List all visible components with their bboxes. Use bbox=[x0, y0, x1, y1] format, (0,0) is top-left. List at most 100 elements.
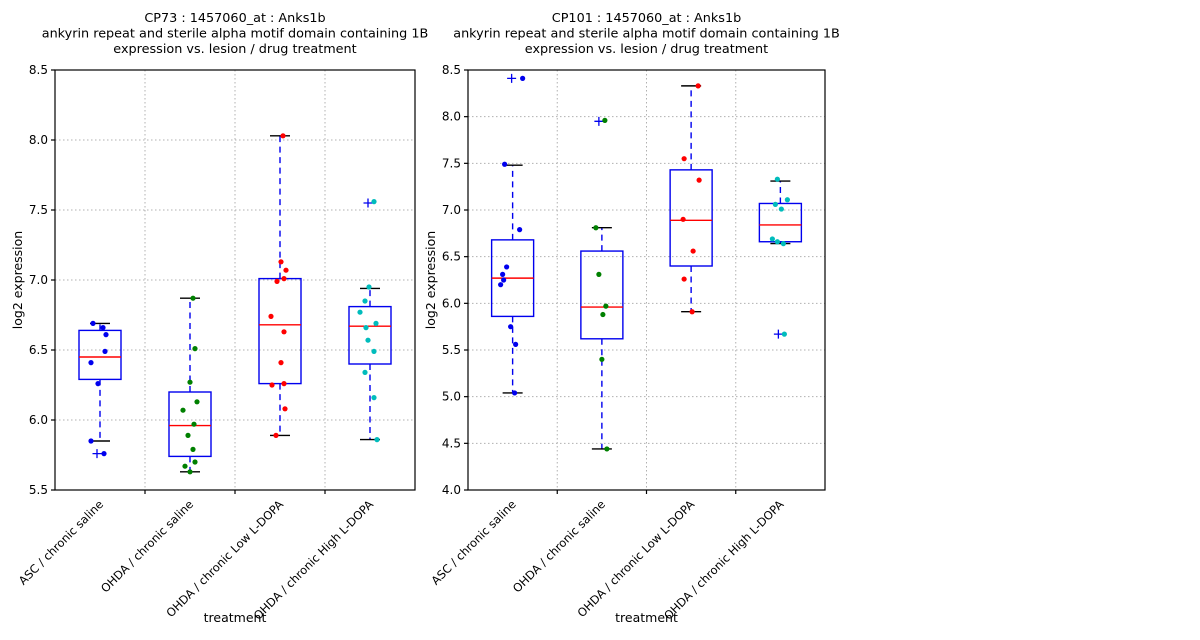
data-point bbox=[357, 309, 363, 315]
data-point bbox=[100, 325, 106, 331]
data-point bbox=[281, 381, 287, 387]
y-tick-label: 8.5 bbox=[442, 63, 461, 77]
data-point bbox=[681, 276, 687, 282]
data-point bbox=[780, 241, 786, 247]
data-point bbox=[278, 259, 284, 265]
data-point bbox=[90, 320, 96, 326]
data-point bbox=[187, 379, 193, 385]
y-axis-label: log2 expression bbox=[423, 231, 438, 329]
data-point bbox=[283, 267, 289, 273]
data-point bbox=[498, 282, 504, 288]
plot-title-line: CP101 : 1457060_at : Anks1b bbox=[552, 11, 741, 26]
data-point bbox=[517, 227, 523, 233]
x-category-label: OHDA / chronic saline bbox=[98, 497, 196, 595]
data-point bbox=[194, 399, 200, 405]
data-point bbox=[599, 356, 605, 362]
y-tick-label: 8.0 bbox=[442, 110, 461, 124]
data-point bbox=[180, 407, 186, 413]
x-category-label: OHDA / chronic saline bbox=[510, 497, 608, 595]
plot-title-line: CP73 : 1457060_at : Anks1b bbox=[144, 11, 325, 26]
x-category-label: ASC / chronic saline bbox=[428, 497, 518, 587]
y-tick-label: 6.0 bbox=[29, 413, 48, 427]
x-category-label: ASC / chronic saline bbox=[16, 497, 106, 587]
data-point bbox=[695, 83, 701, 89]
data-point bbox=[371, 395, 377, 401]
data-point bbox=[88, 360, 94, 366]
y-tick-label: 7.0 bbox=[442, 203, 461, 217]
box-rect bbox=[669, 169, 713, 267]
data-point bbox=[774, 176, 780, 182]
x-axis-label: treatment bbox=[615, 610, 678, 625]
y-tick-label: 6.5 bbox=[29, 343, 48, 357]
data-point bbox=[769, 236, 775, 242]
data-point bbox=[192, 459, 198, 465]
data-point bbox=[512, 390, 518, 396]
plot-title-line: ankyrin repeat and sterile alpha motif d… bbox=[453, 27, 840, 42]
data-point bbox=[191, 421, 197, 427]
box-rect bbox=[580, 250, 624, 340]
data-point bbox=[501, 277, 507, 283]
data-point bbox=[268, 313, 274, 319]
data-point bbox=[187, 469, 193, 475]
plot-title-line: expression vs. lesion / drug treatment bbox=[113, 42, 356, 57]
data-point bbox=[604, 446, 610, 452]
data-point bbox=[281, 276, 287, 282]
data-point bbox=[600, 311, 606, 318]
data-point bbox=[185, 432, 191, 438]
data-point bbox=[508, 324, 514, 330]
plot-title-line: expression vs. lesion / drug treatment bbox=[525, 42, 768, 57]
data-point bbox=[362, 298, 368, 304]
data-point bbox=[774, 239, 780, 245]
data-point bbox=[95, 381, 101, 387]
plot-title-line: ankyrin repeat and sterile alpha motif d… bbox=[42, 27, 429, 42]
data-point bbox=[500, 271, 506, 277]
data-point bbox=[784, 197, 790, 203]
y-tick-label: 5.0 bbox=[442, 390, 461, 404]
axes-frame bbox=[467, 69, 826, 491]
data-point bbox=[690, 248, 696, 254]
y-tick-label: 7.0 bbox=[29, 273, 48, 287]
data-point bbox=[603, 303, 609, 309]
data-point bbox=[778, 206, 784, 212]
data-point bbox=[365, 337, 371, 343]
flier-marker bbox=[363, 198, 373, 208]
x-axis-label: treatment bbox=[204, 610, 267, 625]
data-point bbox=[696, 177, 702, 183]
data-point bbox=[362, 369, 368, 375]
data-point bbox=[513, 341, 519, 347]
y-tick-label: 5.5 bbox=[442, 343, 461, 357]
y-tick-label: 8.0 bbox=[29, 133, 48, 147]
y-tick-label: 5.5 bbox=[29, 483, 48, 497]
data-point bbox=[190, 446, 196, 452]
data-point bbox=[278, 360, 284, 366]
data-point bbox=[274, 278, 280, 284]
flier-marker bbox=[507, 73, 517, 83]
data-point bbox=[280, 133, 286, 139]
data-point bbox=[282, 406, 288, 412]
data-point bbox=[772, 201, 778, 207]
box-rect bbox=[78, 329, 122, 381]
data-point bbox=[363, 325, 369, 331]
data-point bbox=[504, 264, 510, 270]
box-rect bbox=[348, 305, 392, 365]
y-tick-label: 4.5 bbox=[442, 436, 461, 450]
data-point bbox=[781, 331, 787, 337]
data-point bbox=[102, 348, 108, 354]
data-point bbox=[371, 348, 377, 354]
data-point bbox=[593, 225, 599, 231]
data-point bbox=[190, 295, 196, 301]
data-point bbox=[596, 271, 602, 277]
y-tick-label: 6.0 bbox=[442, 296, 461, 310]
flier-marker bbox=[773, 329, 783, 339]
data-point bbox=[680, 216, 686, 222]
y-tick-label: 7.5 bbox=[29, 203, 48, 217]
y-tick-label: 8.5 bbox=[29, 63, 48, 77]
data-point bbox=[192, 346, 198, 352]
data-point bbox=[269, 382, 275, 388]
data-point bbox=[689, 309, 695, 315]
box-rect bbox=[758, 202, 803, 243]
box-rect bbox=[258, 277, 302, 385]
data-point bbox=[88, 438, 94, 444]
